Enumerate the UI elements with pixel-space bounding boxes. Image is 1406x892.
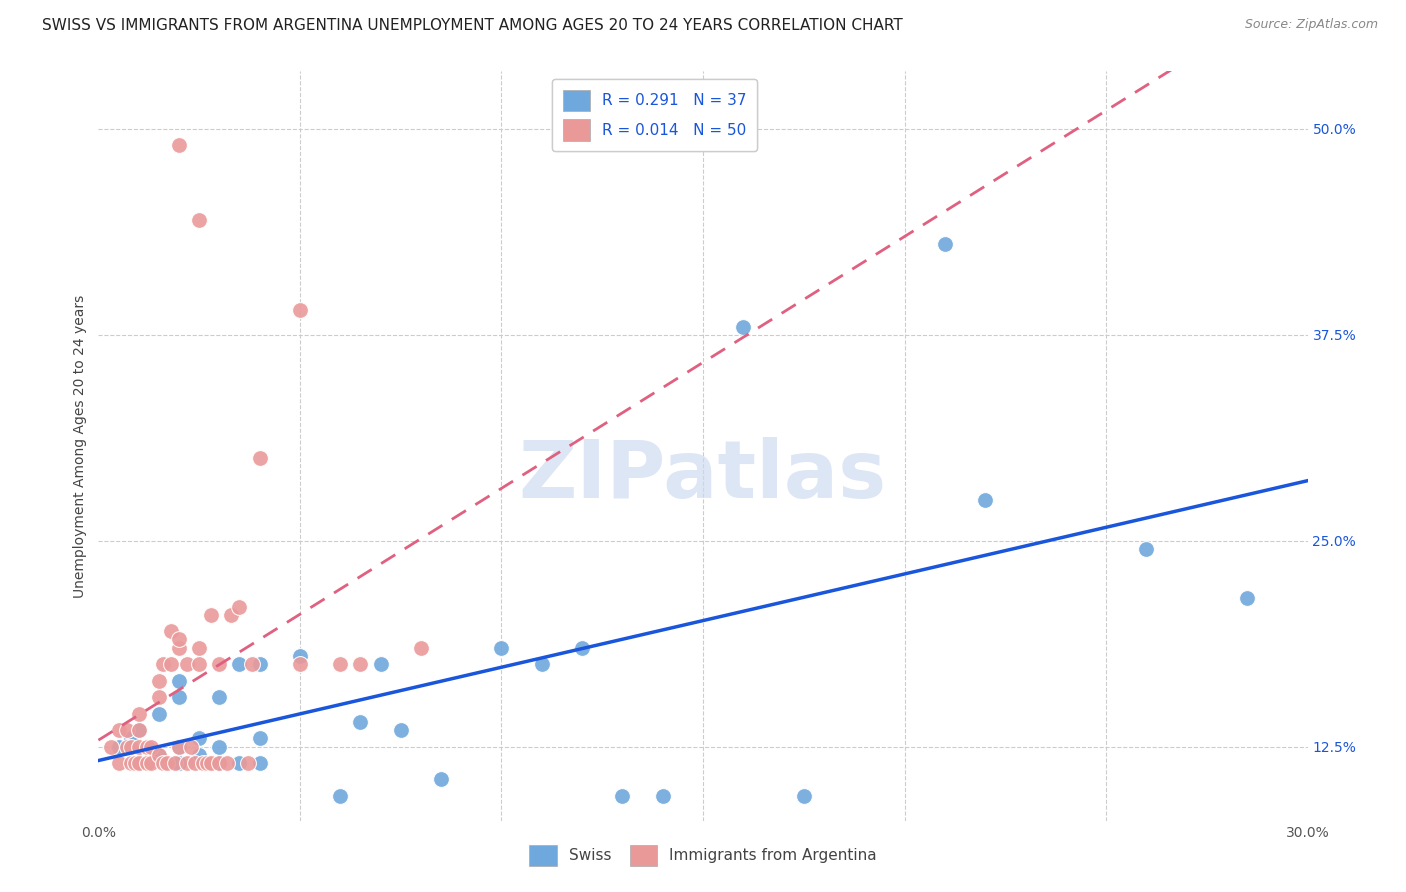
Point xyxy=(148,690,170,705)
Point xyxy=(167,640,190,655)
Point xyxy=(288,657,311,672)
Point xyxy=(249,756,271,770)
Point xyxy=(329,789,352,803)
Point xyxy=(135,756,157,770)
Point xyxy=(148,747,170,762)
Point xyxy=(195,756,218,770)
Point xyxy=(152,756,174,770)
Point xyxy=(240,657,263,672)
Point xyxy=(188,731,211,746)
Point xyxy=(188,640,211,655)
Point xyxy=(163,756,186,770)
Point xyxy=(249,657,271,672)
Point xyxy=(200,756,222,770)
Point xyxy=(180,739,202,754)
Point xyxy=(167,739,190,754)
Point xyxy=(152,657,174,672)
Point xyxy=(176,657,198,672)
Point xyxy=(107,723,129,737)
Point xyxy=(200,607,222,622)
Text: Source: ZipAtlas.com: Source: ZipAtlas.com xyxy=(1244,18,1378,31)
Point xyxy=(733,319,755,334)
Point xyxy=(651,789,673,803)
Point xyxy=(167,632,190,647)
Point xyxy=(120,731,142,746)
Point xyxy=(249,731,271,746)
Point xyxy=(430,772,453,787)
Point xyxy=(208,739,231,754)
Point xyxy=(167,756,190,770)
Legend: Swiss, Immigrants from Argentina: Swiss, Immigrants from Argentina xyxy=(520,836,886,875)
Point xyxy=(188,747,211,762)
Point xyxy=(228,599,250,614)
Point xyxy=(228,756,250,770)
Point xyxy=(1135,541,1157,556)
Point xyxy=(115,739,138,754)
Text: ZIPatlas: ZIPatlas xyxy=(519,437,887,515)
Point xyxy=(128,723,150,737)
Point xyxy=(128,756,150,770)
Point xyxy=(370,657,392,672)
Y-axis label: Unemployment Among Ages 20 to 24 years: Unemployment Among Ages 20 to 24 years xyxy=(73,294,87,598)
Point xyxy=(188,657,211,672)
Point xyxy=(249,451,271,466)
Point xyxy=(934,237,956,252)
Point xyxy=(217,756,239,770)
Point xyxy=(409,640,432,655)
Point xyxy=(120,756,142,770)
Point xyxy=(389,723,412,737)
Point xyxy=(120,739,142,754)
Point xyxy=(208,657,231,672)
Point xyxy=(193,756,215,770)
Point xyxy=(107,756,129,770)
Point xyxy=(100,739,122,754)
Point xyxy=(329,657,352,672)
Point xyxy=(288,648,311,663)
Point xyxy=(1236,591,1258,606)
Point xyxy=(491,640,513,655)
Point xyxy=(167,690,190,705)
Point xyxy=(349,657,371,672)
Point xyxy=(115,723,138,737)
Point xyxy=(160,624,183,639)
Point xyxy=(176,756,198,770)
Legend: R = 0.291   N = 37, R = 0.014   N = 50: R = 0.291 N = 37, R = 0.014 N = 50 xyxy=(551,79,758,152)
Point xyxy=(349,714,371,729)
Text: SWISS VS IMMIGRANTS FROM ARGENTINA UNEMPLOYMENT AMONG AGES 20 TO 24 YEARS CORREL: SWISS VS IMMIGRANTS FROM ARGENTINA UNEMP… xyxy=(42,18,903,33)
Point xyxy=(571,640,593,655)
Point xyxy=(135,739,157,754)
Point xyxy=(288,303,311,318)
Point xyxy=(148,747,170,762)
Point xyxy=(236,756,259,770)
Point xyxy=(148,673,170,688)
Point xyxy=(160,657,183,672)
Point xyxy=(167,739,190,754)
Point xyxy=(128,723,150,737)
Point xyxy=(128,739,150,754)
Point xyxy=(228,657,250,672)
Point xyxy=(128,756,150,770)
Point xyxy=(793,789,815,803)
Point xyxy=(612,789,634,803)
Point xyxy=(221,607,243,622)
Point xyxy=(188,212,211,227)
Point xyxy=(208,690,231,705)
Point xyxy=(156,756,179,770)
Point xyxy=(124,756,146,770)
Point xyxy=(530,657,553,672)
Point xyxy=(974,492,997,507)
Point xyxy=(167,138,190,153)
Point xyxy=(208,756,231,770)
Point xyxy=(167,673,190,688)
Point xyxy=(107,739,129,754)
Point xyxy=(148,706,170,721)
Point xyxy=(208,756,231,770)
Point xyxy=(139,756,162,770)
Point xyxy=(139,739,162,754)
Point xyxy=(128,706,150,721)
Point xyxy=(184,756,207,770)
